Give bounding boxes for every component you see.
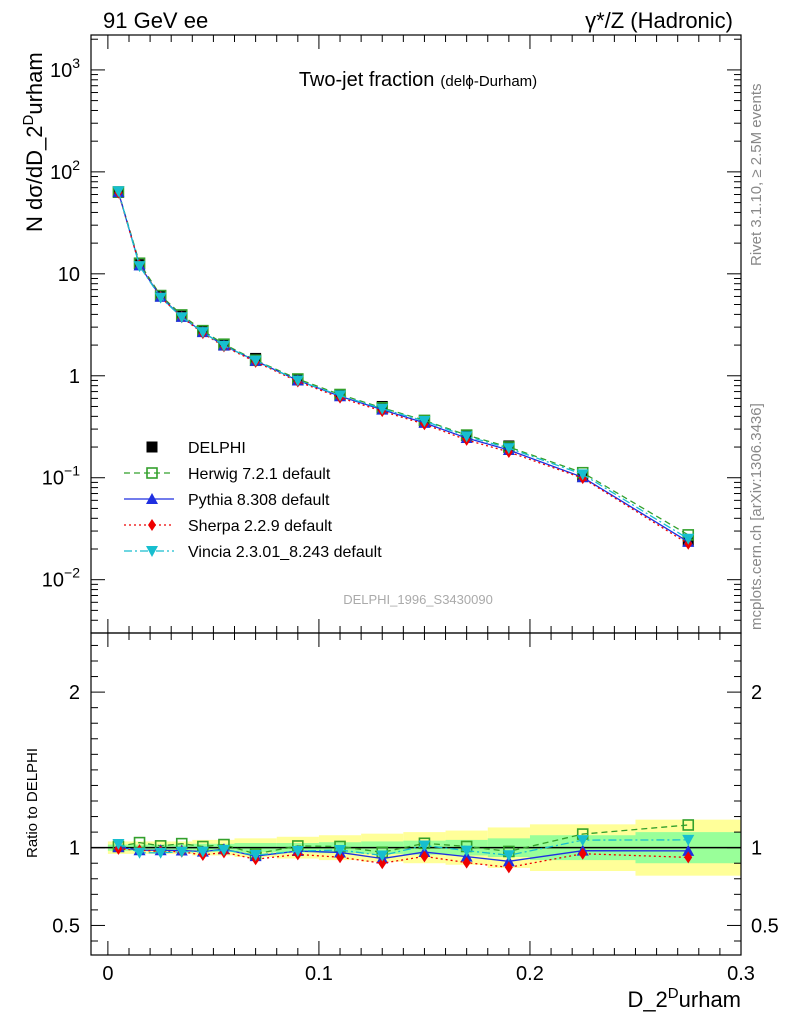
ratio-point-sherpa-2-2-9-default xyxy=(684,851,693,864)
ratio-tick-label-left: 2 xyxy=(69,682,80,704)
data-point-vincia-2-3-01-8-243-default xyxy=(175,312,188,324)
ratio-point-sherpa-2-2-9-default xyxy=(336,851,345,864)
series-line-vincia-2-3-01-8-243-default xyxy=(117,191,689,540)
ratio-point-vincia-2-3-01-8-243-default xyxy=(502,850,515,862)
legend-marker-pythia-8-308-default xyxy=(146,493,158,504)
x-tick-label: 0.2 xyxy=(516,963,544,985)
xlabel-end: urham xyxy=(679,987,741,1012)
ratio-point-vincia-2-3-01-8-243-default xyxy=(334,845,347,857)
x-tick-label: 0.3 xyxy=(727,963,755,985)
ratio-frame xyxy=(90,632,742,956)
y-tick-label: 1 xyxy=(69,366,80,388)
legend-label-herwig-7-2-1-default: Herwig 7.2.1 default xyxy=(188,466,331,483)
ratio-point-vincia-2-3-01-8-243-default xyxy=(175,846,188,858)
xlabel-base: D_2 xyxy=(627,987,667,1012)
analysis-watermark: DELPHI_1996_S3430090 xyxy=(343,592,493,607)
header-left: 91 GeV ee xyxy=(103,8,208,33)
x-tick-label: 0.1 xyxy=(305,963,333,985)
ratio-point-pythia-8-308-default xyxy=(682,844,695,856)
ratio-point-vincia-2-3-01-8-243-default xyxy=(460,845,473,857)
legend-label-pythia-8-308-default: Pythia 8.308 default xyxy=(188,492,330,509)
ratio-tick-label-right: 2 xyxy=(751,682,762,704)
main-ylabel-end: urham xyxy=(22,52,47,114)
main-ylabel: N dσ/dD_2Durham xyxy=(20,52,47,232)
ratio-point-vincia-2-3-01-8-243-default xyxy=(196,846,209,858)
chart-title-main: Two-jet fraction xyxy=(299,69,435,91)
ratio-point-vincia-2-3-01-8-243-default xyxy=(154,847,167,859)
data-point-vincia-2-3-01-8-243-default xyxy=(154,292,167,304)
data-point-vincia-2-3-01-8-243-default xyxy=(249,355,262,367)
ratio-ylabel: Ratio to DELPHI xyxy=(24,748,41,858)
legend-marker-herwig-7-2-1-default xyxy=(146,467,158,479)
series-line-pythia-8-308-default xyxy=(117,192,689,543)
y-tick-label: 10 xyxy=(58,264,80,286)
legend-marker-sherpa-2-2-9-default xyxy=(148,519,156,531)
legend-label-sherpa-2-2-9-default: Sherpa 2.2.9 default xyxy=(188,518,333,535)
data-point-vincia-2-3-01-8-243-default xyxy=(217,340,230,352)
mcplots-label: mcplots.cern.ch [arXiv:1306.3436] xyxy=(748,403,765,630)
ratio-point-sherpa-2-2-9-default xyxy=(578,847,587,860)
ratio-tick-label-left: 0.5 xyxy=(52,915,80,937)
data-point-vincia-2-3-01-8-243-default xyxy=(196,327,209,339)
ratio-point-vincia-2-3-01-8-243-default xyxy=(682,834,695,846)
ratio-point-sherpa-2-2-9-default xyxy=(504,861,513,874)
data-point-vincia-2-3-01-8-243-default xyxy=(376,403,389,415)
data-point-vincia-2-3-01-8-243-default xyxy=(576,469,589,481)
ratio-point-sherpa-2-2-9-default xyxy=(378,857,387,870)
y-tick-label: 103 xyxy=(50,55,80,82)
xlabel: D_2Durham xyxy=(627,985,741,1012)
y-tick-label: 10−2 xyxy=(42,565,80,592)
rivet-label: Rivet 3.1.10, ≥ 2.5M events xyxy=(748,84,765,267)
series-line-herwig-7-2-1-default xyxy=(117,191,689,536)
ratio-point-vincia-2-3-01-8-243-default xyxy=(133,847,146,859)
main-ylabel-base: N dσ/dD_2 xyxy=(22,125,47,232)
data-point-vincia-2-3-01-8-243-default xyxy=(418,416,431,428)
header-right: γ*/Z (Hadronic) xyxy=(585,8,733,33)
legend-label-vincia-2-3-01-8-243-default: Vincia 2.3.01_8.243 default xyxy=(188,544,382,561)
legend-label-delphi: DELPHI xyxy=(188,440,246,457)
ratio-tick-label-right: 1 xyxy=(751,838,762,860)
data-point-vincia-2-3-01-8-243-default xyxy=(291,375,304,387)
y-tick-label: 10−1 xyxy=(42,463,80,490)
x-tick-label: 0 xyxy=(102,963,113,985)
ratio-point-vincia-2-3-01-8-243-default xyxy=(217,845,230,856)
ratio-point-vincia-2-3-01-8-243-default xyxy=(249,850,262,862)
y-tick-label: 102 xyxy=(50,157,80,184)
data-point-vincia-2-3-01-8-243-default xyxy=(682,533,695,545)
data-point-vincia-2-3-01-8-243-default xyxy=(460,431,473,443)
chart-title-sub: (delϕ-Durham) xyxy=(440,73,537,90)
ratio-point-vincia-2-3-01-8-243-default xyxy=(376,850,389,862)
data-point-vincia-2-3-01-8-243-default xyxy=(133,261,146,273)
ratio-point-vincia-2-3-01-8-243-default xyxy=(418,840,431,852)
chart-title: Two-jet fraction (delϕ-Durham) xyxy=(299,69,537,91)
data-point-vincia-2-3-01-8-243-default xyxy=(112,186,125,198)
ratio-point-vincia-2-3-01-8-243-default xyxy=(576,835,589,847)
data-point-vincia-2-3-01-8-243-default xyxy=(502,443,515,455)
xlabel-sup: D xyxy=(668,985,679,1002)
ratio-tick-label-left: 1 xyxy=(69,838,80,860)
legend-marker-vincia-2-3-01-8-243-default xyxy=(146,546,158,557)
ratio-point-vincia-2-3-01-8-243-default xyxy=(112,838,125,850)
ratio-tick-label-right: 0.5 xyxy=(751,915,779,937)
main-ylabel-sup: D xyxy=(20,114,37,125)
ratio-point-vincia-2-3-01-8-243-default xyxy=(291,846,304,858)
ratio-point-sherpa-2-2-9-default xyxy=(462,856,471,869)
ratio-point-herwig-7-2-1-default xyxy=(682,819,695,831)
legend-marker-delphi xyxy=(146,441,158,453)
ratio-point-sherpa-2-2-9-default xyxy=(420,850,429,863)
data-point-vincia-2-3-01-8-243-default xyxy=(334,390,347,402)
